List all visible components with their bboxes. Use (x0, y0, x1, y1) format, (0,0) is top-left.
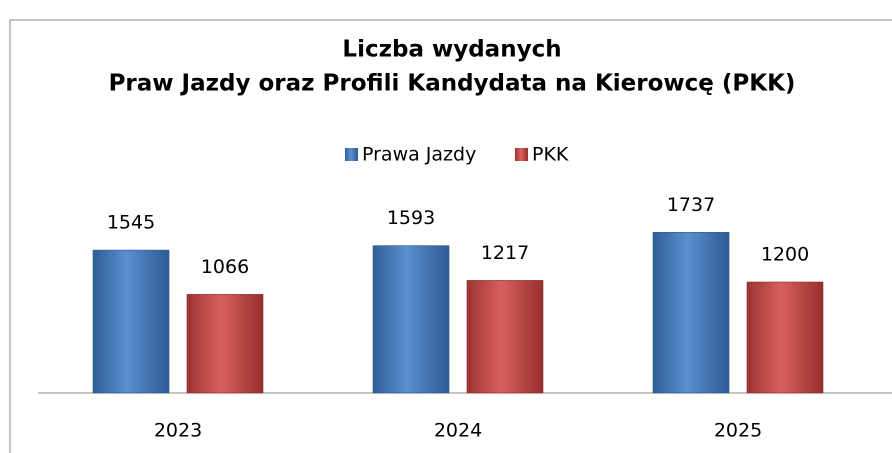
bar (186, 294, 264, 394)
legend-swatch (345, 148, 358, 161)
x-tick-label: 2024 (434, 420, 482, 442)
chart-title: Liczba wydanych (342, 37, 561, 63)
chart-frame (9, 19, 892, 453)
bar (466, 280, 544, 394)
data-label: 1737 (667, 194, 715, 216)
bar (746, 281, 824, 394)
bar (92, 249, 170, 394)
chart-title: Praw Jazdy oraz Profili Kandydata na Kie… (109, 71, 796, 97)
x-tick-label: 2025 (714, 420, 762, 442)
legend-label: Prawa Jazdy (362, 144, 476, 166)
data-label: 1200 (761, 244, 809, 266)
data-label: 1593 (387, 207, 435, 229)
legend-label: PKK (532, 144, 569, 166)
data-label: 1066 (201, 256, 249, 278)
legend-swatch (515, 148, 528, 161)
data-label: 1545 (107, 212, 155, 234)
bar (652, 232, 730, 394)
data-label: 1217 (481, 242, 529, 264)
x-tick-label: 2023 (154, 420, 202, 442)
bar (372, 245, 450, 394)
